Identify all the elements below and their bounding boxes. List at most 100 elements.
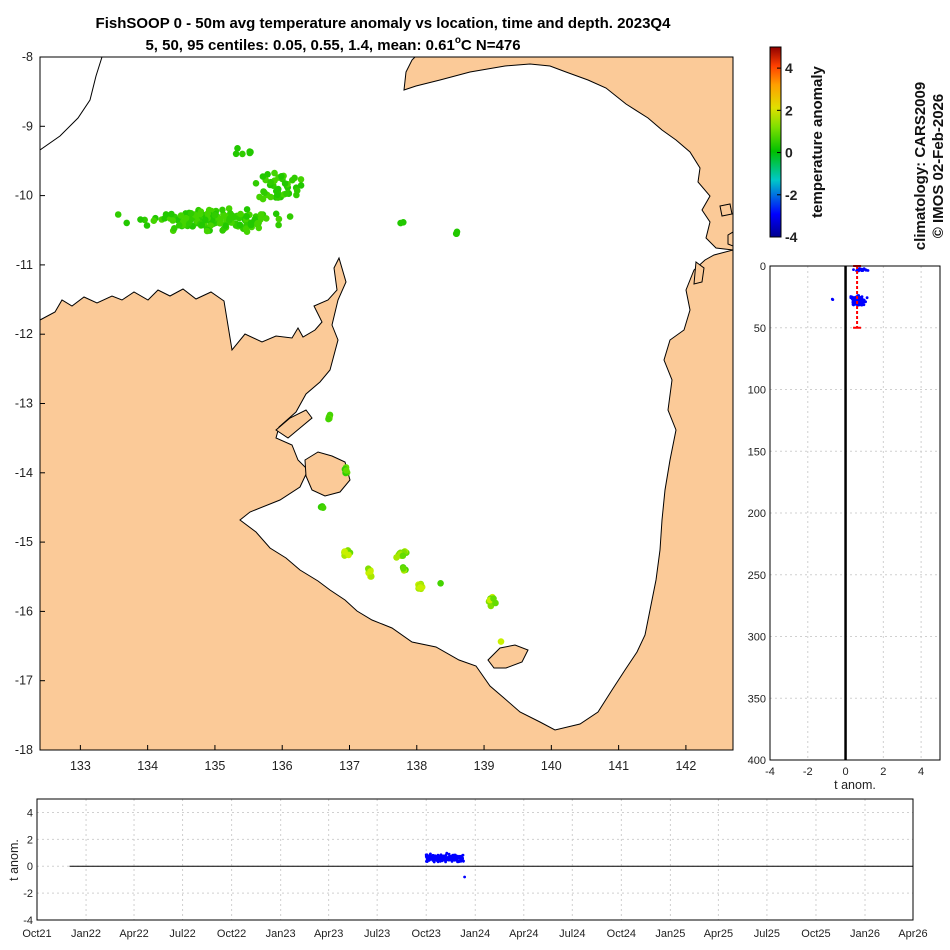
- depth-xlabel: t anom.: [834, 778, 876, 792]
- time-point: [446, 855, 450, 859]
- map-point: [185, 219, 193, 227]
- map-point: [171, 225, 178, 232]
- depth-point: [830, 297, 834, 301]
- depth-xtick-label: -4: [765, 766, 775, 778]
- map-point: [399, 552, 407, 559]
- map-point: [162, 211, 170, 218]
- depth-point: [852, 302, 856, 306]
- map-ytick-label: -10: [15, 189, 33, 203]
- depth-point: [860, 268, 864, 271]
- depth-ytick-label: 400: [748, 755, 766, 767]
- time-point: [425, 860, 428, 863]
- map-plot: 133 134 135 136 137 138 139 140 141 142 -8 -9 -10 -11…: [15, 50, 734, 773]
- map-ytick-label: -18: [15, 743, 33, 757]
- map-point: [259, 195, 267, 203]
- map-xtick-label: 141: [608, 759, 629, 773]
- time-point: [462, 859, 465, 863]
- map-point: [246, 149, 254, 157]
- map-point: [137, 216, 144, 223]
- time-point: [461, 853, 465, 857]
- time-xtick-label: Oct25: [801, 928, 830, 940]
- time-ylabel: t anom.: [7, 839, 21, 881]
- map-point: [367, 568, 374, 575]
- map-point: [203, 227, 211, 235]
- time-xtick-label: Jul24: [559, 928, 585, 940]
- time-xtick-label: Apr26: [898, 928, 927, 940]
- time-xtick-label: Jul25: [754, 928, 780, 940]
- map-point: [237, 210, 244, 218]
- depth-point: [852, 296, 856, 300]
- map-point: [243, 228, 251, 235]
- time-points: [69, 851, 913, 879]
- depth-ytick-label: 50: [754, 323, 766, 335]
- depth-point: [849, 296, 853, 300]
- map-point: [275, 215, 283, 223]
- depth-point: [865, 296, 869, 300]
- time-point: [443, 855, 447, 859]
- map-xtick-label: 133: [70, 759, 91, 773]
- time-point: [439, 853, 443, 857]
- land-arnhem-land: [40, 249, 733, 750]
- map-point: [175, 222, 183, 229]
- depth-ytick-label: 0: [760, 261, 766, 273]
- map-axes: 133 134 135 136 137 138 139 140 141 142 -8 -9 -10 -11…: [15, 50, 696, 773]
- depth-point: [864, 268, 868, 272]
- map-point: [397, 219, 404, 227]
- map-point: [271, 169, 278, 177]
- time-xtick-label: Jan22: [71, 928, 101, 940]
- map-point: [243, 213, 250, 220]
- colorbar-tick-label: 4: [785, 60, 793, 76]
- time-point: [457, 860, 461, 863]
- map-ytick-label: -16: [15, 604, 33, 618]
- map-point: [257, 211, 265, 218]
- colorbar-ticks: 4 2 0 -2 -4: [777, 60, 798, 245]
- map-point: [232, 150, 240, 158]
- map-xtick-label: 138: [406, 759, 427, 773]
- map-point: [286, 213, 294, 220]
- map-point: [297, 182, 305, 189]
- map-point: [227, 210, 234, 217]
- map-point: [393, 554, 400, 561]
- time-ytick-label: -4: [23, 915, 33, 927]
- map-point: [143, 222, 151, 229]
- depth-xtick-label: 0: [842, 766, 848, 778]
- map-point: [325, 415, 332, 423]
- map-point: [368, 573, 375, 580]
- time-point: [429, 856, 433, 860]
- colorbar-tick-label: -4: [785, 229, 798, 245]
- map-point: [202, 216, 209, 224]
- depth-ytick-label: 350: [748, 693, 766, 705]
- map-point: [278, 173, 285, 180]
- map-point: [281, 180, 289, 187]
- colorbar-gradient: [769, 46, 782, 238]
- time-xtick-label: Jul23: [364, 928, 390, 940]
- map-xtick-label: 142: [675, 759, 696, 773]
- map-point: [216, 220, 224, 227]
- map-point: [345, 551, 352, 559]
- time-point: [425, 857, 429, 861]
- depth-ytick-label: 100: [748, 385, 766, 397]
- map-point: [400, 565, 407, 572]
- depth-xtick-label: -2: [803, 766, 813, 778]
- depth-point: [852, 268, 855, 271]
- depth-xtick-label: 2: [880, 766, 886, 778]
- time-ytick-label: 0: [27, 861, 33, 873]
- time-xtick-label: Oct22: [217, 928, 246, 940]
- time-point: [432, 860, 436, 864]
- colorbar-label: temperature anomaly: [809, 65, 826, 217]
- climatology-label: climatology: CARS2009: [912, 82, 929, 250]
- depth-ytick-label: 250: [748, 570, 766, 582]
- time-xtick-label: Jan24: [460, 928, 490, 940]
- time-point: [425, 853, 429, 857]
- time-xtick-label: Oct23: [412, 928, 441, 940]
- map-ytick-label: -14: [15, 466, 33, 480]
- map-point: [497, 638, 505, 645]
- map-point: [319, 504, 327, 512]
- colorbar-tick-label: 0: [785, 145, 793, 161]
- time-point: [435, 859, 439, 862]
- map-point: [259, 173, 267, 180]
- map-point: [252, 180, 260, 187]
- map-point: [417, 584, 424, 591]
- map-point: [275, 221, 282, 229]
- map-point: [204, 210, 211, 217]
